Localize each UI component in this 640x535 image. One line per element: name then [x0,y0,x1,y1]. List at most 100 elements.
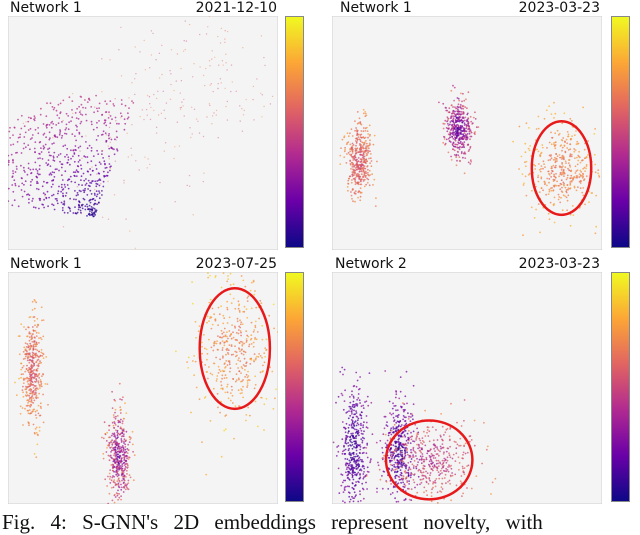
data-point [461,125,464,128]
data-point [427,426,430,429]
data-point [463,419,465,422]
data-point [400,424,403,426]
data-point [240,388,243,390]
data-point [343,400,346,402]
data-point [350,194,353,197]
data-point [41,185,44,188]
data-point [33,393,36,396]
data-point [20,368,23,371]
data-point [358,452,361,454]
data-point [574,165,577,168]
data-point [83,155,86,158]
data-point [365,150,368,152]
data-point [75,117,78,119]
data-point [61,207,64,209]
data-point [367,471,370,473]
data-point [537,150,540,153]
data-point [346,153,348,155]
data-point [128,436,131,438]
data-point [51,143,54,145]
data-point [448,479,451,482]
data-point [108,138,110,140]
data-point [75,194,78,197]
data-point [546,147,548,149]
data-point [351,197,353,200]
data-point [237,367,240,369]
data-point [223,317,226,320]
data-point [434,457,437,459]
data-point [100,183,102,185]
data-point [9,137,11,139]
data-point [107,436,110,439]
data-point [454,460,457,462]
data-point [209,84,211,86]
data-point [388,400,391,403]
data-point [365,452,368,455]
panel-1-colorbar [285,16,304,248]
data-point [98,172,101,175]
data-point [116,466,119,469]
data-point [90,123,93,126]
data-point [80,175,83,178]
data-point [256,355,258,358]
data-point [33,392,35,394]
data-point [24,370,27,373]
data-point [345,435,347,437]
data-point [118,468,120,471]
data-point [351,474,354,477]
data-point [104,163,106,166]
data-point [353,440,355,443]
data-point [62,188,65,190]
data-point [95,168,98,170]
data-point [121,451,124,453]
data-point [525,122,528,125]
data-point [245,365,248,367]
data-point [54,134,56,136]
data-point [216,392,219,395]
data-point [552,158,555,161]
data-point [27,353,30,355]
data-point [121,465,124,468]
data-point [38,372,41,375]
data-point [219,370,222,373]
data-point [375,441,378,444]
data-point [36,172,39,175]
data-point [455,164,458,167]
data-point [360,150,362,153]
data-point [207,276,210,279]
data-point [108,158,110,160]
data-point [226,119,229,121]
data-point [394,404,397,407]
data-point [225,360,228,362]
data-point [212,387,215,390]
data-point [534,168,537,170]
data-point [445,127,448,129]
data-point [77,154,80,157]
data-point [237,329,240,331]
data-point [12,172,15,175]
data-point [369,460,372,462]
data-point [131,82,133,84]
data-point [253,293,256,296]
data-point [35,331,38,334]
data-point [81,184,83,187]
data-point [429,465,431,468]
data-point [570,180,573,183]
data-point [186,184,188,187]
data-point [395,474,397,477]
data-point [348,462,351,465]
data-point [86,147,89,150]
data-point [343,449,345,452]
data-point [78,189,81,192]
data-point [425,458,428,461]
data-point [422,477,425,480]
data-point [109,136,112,139]
data-point [354,462,357,464]
data-point [410,499,413,501]
data-point [13,126,16,129]
data-point [217,335,219,337]
data-point [355,173,358,176]
data-point [458,99,461,102]
data-point [355,434,358,437]
data-point [364,167,367,170]
